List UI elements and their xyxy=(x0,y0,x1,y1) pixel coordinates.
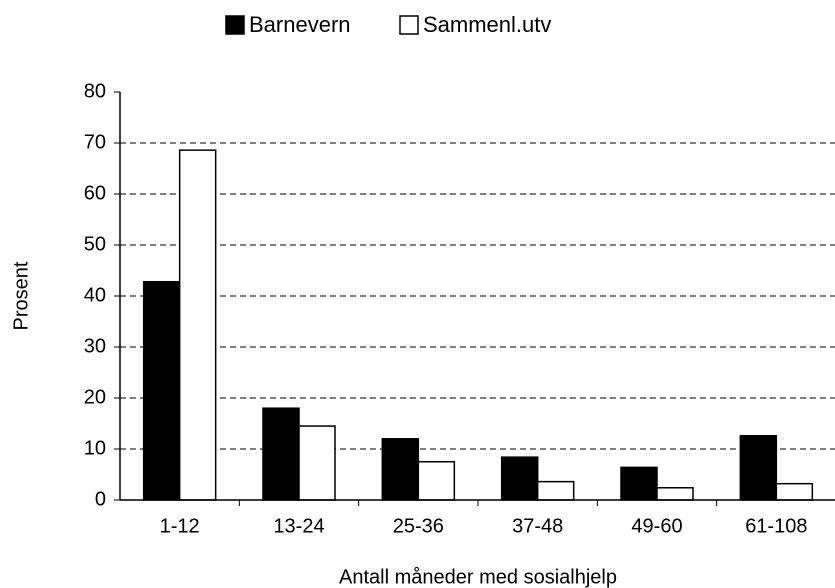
y-tick-label: 60 xyxy=(84,182,106,204)
x-tick-label: 49-60 xyxy=(631,515,682,537)
x-tick-label: 61-108 xyxy=(745,515,807,537)
bar xyxy=(775,482,814,501)
x-tick-label: 25-36 xyxy=(393,515,444,537)
legend-label: Barnevern xyxy=(249,12,351,37)
bar xyxy=(739,434,778,501)
bar xyxy=(656,487,694,501)
bar xyxy=(298,425,336,501)
bar xyxy=(620,466,658,501)
y-axis-label: Prosent xyxy=(10,261,32,330)
x-tick-label: 1-12 xyxy=(160,515,200,537)
bar xyxy=(178,149,217,501)
y-tick-label: 10 xyxy=(84,437,106,459)
bar xyxy=(417,461,456,501)
y-tick-label: 20 xyxy=(84,386,106,408)
legend-swatch xyxy=(399,15,419,35)
legend-label: Sammenl.utv xyxy=(423,12,551,37)
y-tick-label: 50 xyxy=(84,233,106,255)
bar xyxy=(142,280,181,501)
bar xyxy=(500,456,539,501)
x-tick-label: 13-24 xyxy=(273,515,324,537)
y-tick-label: 70 xyxy=(84,131,106,153)
y-tick-label: 30 xyxy=(84,335,106,357)
y-tick-label: 40 xyxy=(84,284,106,306)
x-axis-label: Antall måneder med sosialhjelp xyxy=(339,566,617,588)
x-tick-label: 37-48 xyxy=(512,515,563,537)
bar xyxy=(262,407,300,501)
legend-swatch xyxy=(225,15,245,35)
bar xyxy=(536,480,575,501)
y-tick-label: 80 xyxy=(84,80,106,102)
bar xyxy=(381,438,420,501)
y-tick-label: 0 xyxy=(95,488,106,510)
